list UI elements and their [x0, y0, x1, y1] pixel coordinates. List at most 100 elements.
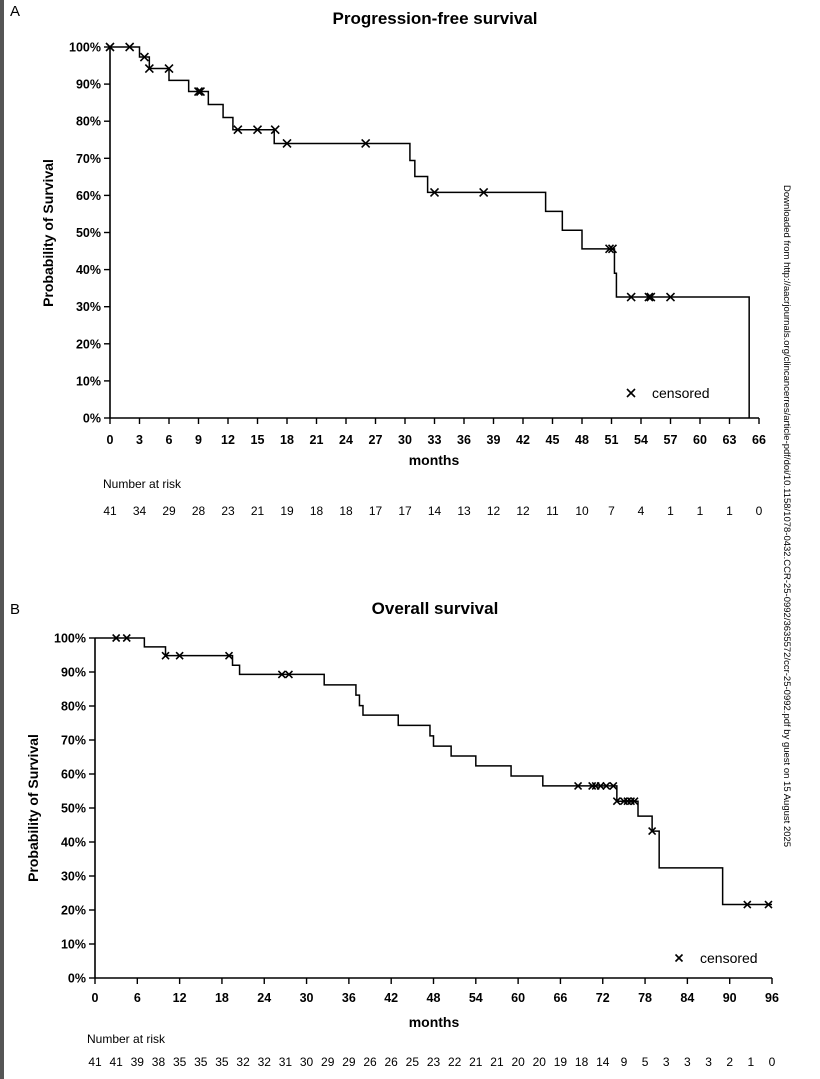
panel-a-x-tick-label: 30: [398, 433, 412, 447]
panel-a-censor-mark-stroke: [125, 42, 135, 52]
panel-a-y-tick-label: 70%: [76, 152, 101, 166]
panel-a-censor-mark-stroke: [644, 292, 654, 302]
panel-a-censor-mark: [646, 292, 656, 302]
panel-b-censor-mark-stroke: [224, 651, 234, 660]
panel-a-censor-mark-stroke: [233, 125, 243, 135]
panel-a-x-tick-label: 18: [280, 433, 294, 447]
panel-b-censor-mark: [743, 900, 752, 909]
panel-a-y-axis-label: Probability of Survival: [40, 159, 56, 307]
panel-b-censor-mark: [648, 827, 657, 836]
panel-a-y-tick-label: 100%: [69, 41, 101, 55]
panel-b-censor-mark: [609, 781, 618, 790]
panel-b-y-tick-label: 60%: [61, 768, 86, 782]
panel-a-censor-mark: [252, 125, 263, 135]
panel-a-risk-count: 1: [667, 504, 674, 518]
panel-a-censor-mark-stroke: [139, 52, 149, 62]
panel-a-censor-mark: [282, 138, 292, 149]
panel-a-x-tick-label: 66: [752, 433, 766, 447]
panel-b-censor-mark-stroke: [277, 670, 286, 679]
panel-a-risk-count: 17: [369, 504, 383, 518]
panel-b-x-tick-label: 0: [92, 991, 99, 1005]
panel-a-risk-count: 14: [428, 504, 442, 518]
panel-a-censor-mark-stroke: [607, 244, 618, 254]
panel-a-censor-mark: [665, 292, 676, 302]
panel-a-censor-mark: [361, 138, 371, 149]
panel-b-censor-mark: [224, 651, 234, 660]
panel-b-x-tick-label: 6: [134, 991, 141, 1005]
panel-a-x-tick-label: 33: [428, 433, 442, 447]
panel-a-risk-count: 10: [575, 504, 589, 518]
panel-a-censor-mark: [604, 244, 615, 254]
panel-a-y-tick-label: 50%: [76, 226, 101, 240]
panel-a-x-tick-label: 48: [575, 433, 589, 447]
panel-a-risk-count: 23: [221, 504, 235, 518]
panel-b-x-tick-label: 72: [596, 991, 610, 1005]
panel-a-censor-mark: [144, 63, 154, 74]
panel-b-censor-mark-stroke: [609, 781, 618, 790]
panel-b-censor-mark-stroke: [284, 670, 293, 679]
panel-a-censor-mark-stroke: [105, 42, 115, 52]
panel-a-x-tick-label: 3: [136, 433, 143, 447]
panel-b-plot: 0%10%20%30%40%50%60%70%80%90%100%0 6 12 18 2…: [54, 632, 779, 1070]
panel-b-risk-count: 32: [258, 1055, 272, 1069]
panel-a-censor-mark-stroke: [164, 63, 174, 74]
panel-a-x-tick-label: 27: [369, 433, 383, 447]
panel-b-y-tick-label: 100%: [54, 632, 86, 646]
panel-b-risk-count: 19: [554, 1055, 568, 1069]
panel-b-x-axis-label: months: [409, 1014, 460, 1030]
panel-a-x-tick-label: 39: [487, 433, 501, 447]
panel-b-censor-mark: [619, 797, 628, 806]
panel-b-x-tick-label: 78: [638, 991, 652, 1005]
panel-b-risk-count: 31: [279, 1055, 293, 1069]
panel-b-y-tick-label: 20%: [61, 904, 86, 918]
panel-a-x-tick-label: 51: [605, 433, 619, 447]
panel-a-risk-count: 7: [608, 504, 615, 518]
panel-b-risk-count: 35: [215, 1055, 229, 1069]
panel-a-y-tick-label: 90%: [76, 78, 101, 92]
panel-b-y-tick-label: 80%: [61, 700, 86, 714]
panel-b-legend-label: censored: [700, 950, 758, 966]
panel-b-risk-count: 25: [406, 1055, 420, 1069]
panel-a-x-tick-label: 12: [221, 433, 235, 447]
panel-b-risk-table-label: Number at risk: [87, 1032, 166, 1046]
panel-a-risk-count: 19: [280, 504, 294, 518]
panel-b-risk-count: 38: [152, 1055, 166, 1069]
panel-b-censor-mark-stroke: [588, 781, 597, 790]
panel-b-censor-mark: [277, 670, 286, 679]
panel-a-censor-mark: [626, 292, 636, 302]
panel-b-censor-mark: [623, 797, 632, 806]
panel-a-censor-mark-stroke: [646, 292, 656, 302]
panel-a-censor-mark-stroke: [282, 138, 292, 149]
panel-b-censor-mark-stroke: [612, 797, 621, 806]
panel-b-censor-mark: [175, 651, 184, 660]
panel-a-legend-marker-stroke: [626, 388, 636, 398]
panel-b-y-axis-label: Probability of Survival: [25, 734, 41, 882]
panel-a-x-tick-label: 9: [195, 433, 202, 447]
panel-b-risk-count: 18: [575, 1055, 589, 1069]
panel-a-x-tick-label: 54: [634, 433, 648, 447]
panel-a-risk-count: 4: [638, 504, 645, 518]
panel-a-censor-mark: [479, 187, 489, 197]
panel-a-y-tick-label: 40%: [76, 263, 101, 277]
panel-a-censor-mark: [164, 63, 174, 74]
panel-a-x-tick-label: 15: [251, 433, 265, 447]
panel-b-censor-mark-stroke: [602, 781, 611, 790]
panel-b-risk-count: 23: [427, 1055, 441, 1069]
panel-a-risk-count: 11: [546, 504, 559, 518]
panel-b-censor-mark-stroke: [619, 797, 628, 806]
panel-a-risk-count: 28: [192, 504, 206, 518]
panel-b-risk-count: 32: [236, 1055, 250, 1069]
panel-b-censor-mark: [574, 781, 583, 790]
panel-a-x-tick-label: 21: [310, 433, 324, 447]
panel-a-risk-count: 12: [516, 504, 530, 518]
panel-a-risk-count: 1: [697, 504, 704, 518]
panel-b-y-tick-label: 10%: [61, 938, 86, 952]
panel-b-risk-count: 2: [726, 1055, 733, 1069]
panel-b-censor-mark-stroke: [122, 633, 131, 643]
panel-a-risk-table-label: Number at risk: [103, 477, 182, 491]
panel-b-risk-count: 21: [490, 1055, 504, 1069]
panel-b-risk-count: 35: [194, 1055, 208, 1069]
panel-a-y-tick-label: 0%: [83, 412, 101, 426]
panel-a-x-axis-label: months: [409, 452, 460, 468]
panel-b-x-tick-label: 96: [765, 991, 779, 1005]
